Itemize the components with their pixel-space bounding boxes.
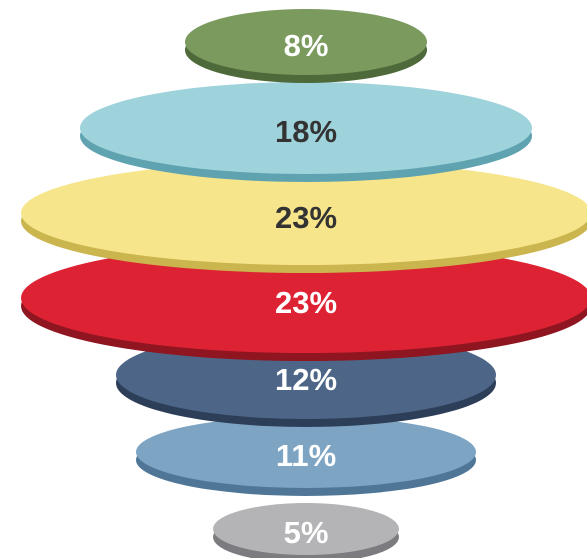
segment-1-disc [185, 9, 427, 75]
segment-3-label: 23% [275, 200, 337, 235]
segment-4: 23% [21, 243, 587, 361]
segment-5-label: 12% [275, 362, 337, 397]
segment-6-label: 11% [276, 438, 336, 473]
segment-1: 8% [185, 9, 427, 83]
segment-6: 11% [136, 416, 476, 496]
segment-2-disc [80, 82, 532, 174]
segment-2: 18% [80, 82, 532, 182]
segment-1-label: 8% [284, 28, 329, 63]
segment-2-label: 18% [275, 114, 337, 149]
segment-7-disc [213, 503, 399, 555]
segment-4-label: 23% [275, 285, 337, 320]
segment-7-label: 5% [284, 515, 329, 550]
segment-4-disc [21, 243, 587, 353]
segment-6-disc [136, 416, 476, 488]
segment-3: 23% [21, 161, 587, 273]
segment-3-disc [21, 161, 587, 265]
segment-7: 5% [213, 503, 399, 558]
